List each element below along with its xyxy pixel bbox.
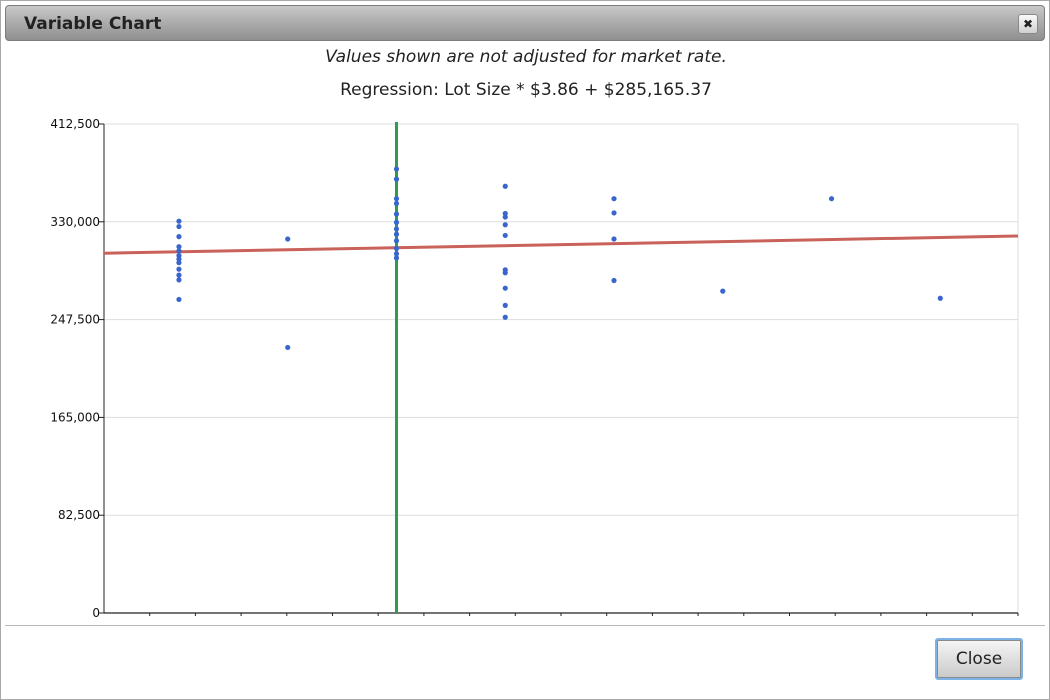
data-point [393,211,400,217]
data-point [502,314,508,320]
y-tick-label: 330,000 [50,215,100,229]
data-point [176,260,182,266]
data-point [502,285,508,291]
regression-line [103,234,1019,255]
data-point [937,295,943,301]
data-point [176,223,182,230]
data-point [393,255,400,261]
y-tick-label: 165,000 [50,410,100,424]
footer-divider [5,625,1045,626]
data-point [828,196,835,202]
y-tick-label: 247,500 [50,313,100,327]
data-point [393,231,400,237]
data-point [393,176,400,182]
regression-label: Regression: Lot Size * $3.86 + $285,165.… [340,80,712,100]
data-point [285,344,291,351]
data-point [611,236,617,242]
data-point [502,222,508,228]
dialog-titlebar[interactable]: Variable Chart ✖ [5,5,1045,41]
dialog-title: Variable Chart [24,14,162,34]
data-point [176,256,182,262]
data-point [285,236,291,242]
data-point [393,166,400,172]
data-point [176,277,182,283]
data-point [502,210,508,217]
data-point [393,219,400,225]
data-point [176,272,182,278]
data-point [176,218,182,224]
data-point [393,196,400,202]
data-point [502,270,508,276]
y-tick-label: 412,500 [50,117,100,131]
data-point [176,252,182,259]
data-point [611,277,617,284]
data-point [502,302,508,308]
data-point [720,288,726,294]
data-point [176,234,182,240]
close-icon[interactable]: ✖ [1018,14,1038,34]
data-point [611,196,617,202]
data-point [393,226,400,232]
data-point [502,183,508,189]
data-point [176,248,182,254]
data-point [176,244,182,250]
adjustment-note: Values shown are not adjusted for market… [325,47,727,67]
data-point [176,266,182,272]
data-point [502,232,508,239]
data-point [502,214,508,220]
data-point [393,200,400,207]
data-point [611,210,617,216]
data-point [176,296,182,303]
data-point [393,238,400,244]
scatter-chart: 0 82,500 165,000 247,500 330,000 412,500 [50,117,1019,620]
data-point [393,251,400,257]
close-button[interactable]: Close [935,638,1023,680]
y-tick-label: 0 [92,606,100,620]
y-tick-label: 82,500 [58,508,100,522]
data-point [393,245,400,252]
